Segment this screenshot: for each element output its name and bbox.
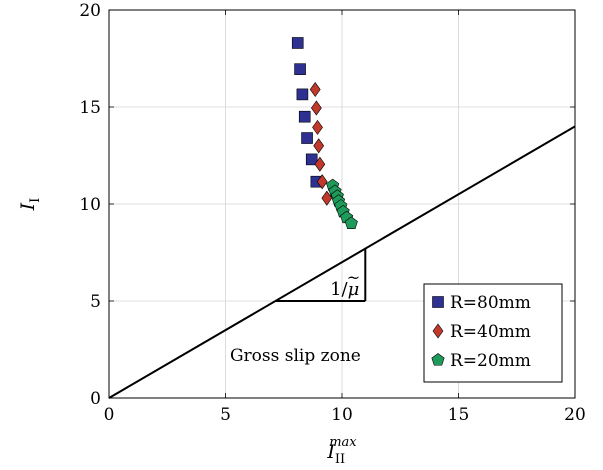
reference-lines: [108, 125, 576, 399]
y-tick-label: 0: [90, 389, 101, 409]
marker-r-20mm: [344, 216, 358, 229]
x-tick-label: 5: [220, 405, 231, 425]
slope-label-tilde: ~: [347, 268, 360, 287]
axis-labels: 1/μ~ Gross slip zone IIImax II: [17, 198, 361, 467]
data-markers: [291, 37, 358, 229]
marker-r-80mm: [305, 153, 318, 166]
marker-r-80mm: [301, 132, 313, 144]
x-tick-label: 20: [564, 405, 586, 425]
legend-marker: [431, 353, 445, 366]
marker-r-80mm: [291, 37, 304, 49]
legend-marker: [432, 296, 444, 308]
legend-label: R=40mm: [450, 322, 531, 342]
y-tick-label: 15: [79, 98, 101, 118]
marker-r-40mm: [312, 119, 323, 135]
legend-box: [423, 283, 563, 383]
legend-label: R=80mm: [450, 293, 531, 313]
x-tick-label: 15: [448, 405, 470, 425]
slope-label: 1/μ: [330, 279, 359, 300]
marker-r-40mm: [309, 82, 321, 98]
marker-r-40mm: [311, 100, 322, 116]
gross-slip-boundary-line: [108, 125, 576, 399]
marker-r-40mm: [313, 138, 325, 154]
marker-r-80mm: [294, 63, 306, 75]
y-axis-label: II: [17, 198, 43, 212]
x-axis-label: IIImax: [326, 435, 357, 467]
marker-r-80mm: [296, 88, 309, 101]
marker-r-40mm: [316, 174, 328, 190]
marker-r-40mm: [314, 156, 326, 172]
legend: R=80mm R=40mm R=20mm: [423, 283, 563, 383]
y-tick-label: 20: [79, 1, 101, 21]
axis-ticks: 0 5 10 15 20 0 5 10 15 20: [79, 1, 585, 425]
annotation-gross-slip-zone: Gross slip zone: [230, 346, 361, 366]
marker-r-80mm: [298, 110, 311, 123]
legend-marker: [432, 323, 444, 339]
x-tick-label: 0: [104, 405, 115, 425]
y-tick-label: 5: [90, 292, 101, 312]
legend-label: R=20mm: [450, 351, 531, 371]
marker-r-40mm: [321, 190, 333, 206]
y-tick-label: 10: [79, 195, 101, 215]
x-tick-label: 10: [331, 405, 353, 425]
